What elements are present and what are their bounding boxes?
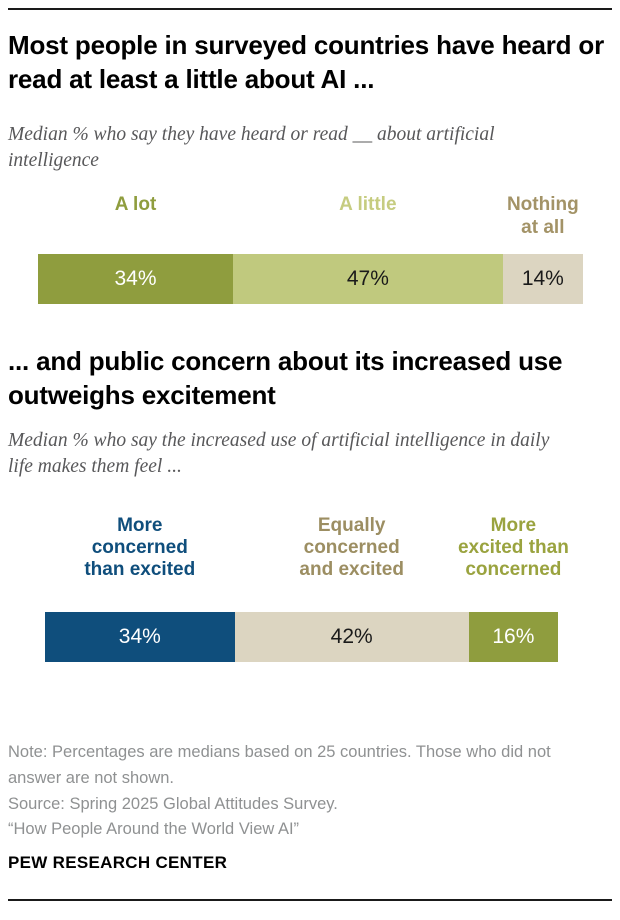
concern-legend: More concerned than excited Equally concerne… bbox=[45, 514, 569, 582]
legend-label-0: A lot bbox=[38, 194, 233, 239]
legend-label-line: A lot bbox=[114, 194, 157, 216]
bottom-rule bbox=[8, 899, 612, 902]
legend-label-line: More bbox=[117, 514, 163, 536]
chart-title-concern: ... and public concern about its increas… bbox=[8, 346, 563, 411]
chart-subtitle-concern: Median % who say the increased use of ar… bbox=[8, 430, 550, 478]
awareness-chart-section: Most people in surveyed countries have h… bbox=[8, 28, 612, 305]
awareness-legend: A lot A little Nothing at all bbox=[38, 194, 583, 239]
legend-label-0: More concerned than excited bbox=[45, 515, 235, 582]
awareness-stacked-bar-chart: A lot A little Nothing at all 34% 47% 14% bbox=[38, 194, 583, 305]
footnote-report-title: “How People Around the World View AI” bbox=[8, 820, 300, 839]
legend-label-line: than excited bbox=[84, 559, 196, 581]
footnote-source: Source: Spring 2025 Global Attitudes Sur… bbox=[8, 794, 338, 813]
bar-segment-2: 14% bbox=[502, 254, 583, 305]
chart-subtitle-awareness: Median % who say they have heard or read… bbox=[8, 124, 495, 172]
legend-label-2: More excited than concerned bbox=[458, 514, 569, 582]
legend-label-line: concerned bbox=[91, 536, 188, 558]
bar-segment-2: 16% bbox=[468, 611, 558, 662]
awareness-stacked-bar: 34% 47% 14% bbox=[38, 254, 583, 305]
legend-label-line: concerned bbox=[465, 559, 562, 581]
legend-label-line: Equally bbox=[317, 514, 386, 536]
legend-label-line: A little bbox=[339, 194, 397, 216]
pew-chart-card: Most people in surveyed countries have h… bbox=[0, 8, 620, 902]
chart-title-awareness: Most people in surveyed countries have h… bbox=[8, 30, 604, 95]
bar-segment-0: 34% bbox=[38, 254, 234, 305]
concern-stacked-bar: 34% 42% 16% bbox=[45, 611, 558, 662]
legend-label-line: excited than bbox=[457, 536, 569, 558]
legend-label-line: concerned bbox=[303, 536, 400, 558]
footnote-note: Note: Percentages are medians based on 2… bbox=[8, 742, 551, 787]
bar-segment-0: 34% bbox=[45, 611, 235, 662]
legend-label-line: Nothing bbox=[506, 194, 579, 216]
top-rule bbox=[8, 8, 612, 10]
concern-chart-section: ... and public concern about its increas… bbox=[8, 344, 612, 662]
legend-label-line: More bbox=[490, 514, 537, 536]
legend-label-1: Equally concerned and excited bbox=[235, 515, 469, 582]
footer: Note: Percentages are medians based on 2… bbox=[8, 740, 553, 874]
legend-label-line: and excited bbox=[299, 559, 404, 581]
legend-label-1: A little bbox=[233, 194, 503, 239]
concern-stacked-bar-chart: More concerned than excited Equally concerne… bbox=[45, 514, 569, 662]
legend-label-line: at all bbox=[521, 216, 565, 238]
legend-label-2: Nothing at all bbox=[503, 194, 583, 239]
bar-segment-1: 47% bbox=[233, 254, 503, 305]
pew-research-center-wordmark: PEW RESEARCH CENTER bbox=[8, 853, 228, 873]
bar-segment-1: 42% bbox=[234, 611, 469, 662]
